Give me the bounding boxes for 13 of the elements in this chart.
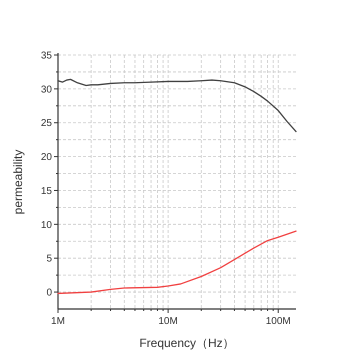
y-axis-title: permeability [11,150,25,214]
y-tick-label: 30 [40,84,52,96]
y-tick-label: 25 [40,118,52,130]
y-tick-label: 35 [40,50,52,62]
y-tick-label: 0 [46,288,52,299]
y-tick-label: 15 [40,186,52,197]
y-tick-label: 20 [40,152,52,164]
x-tick-label: 10M [158,316,178,327]
x-tick-label: 100M [266,316,291,327]
y-tick-label: 10 [40,220,52,231]
y-tick-label: 5 [46,254,52,265]
x-tick-label: 1M [51,316,65,327]
x-axis-title: Frequency（Hz） [139,336,235,350]
